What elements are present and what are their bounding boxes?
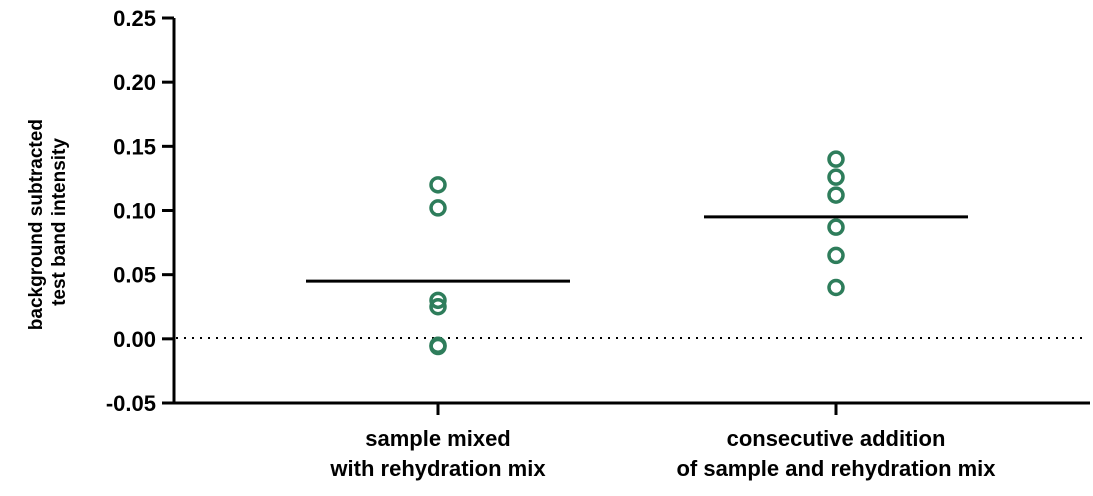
data-points — [429, 150, 845, 356]
data-point — [429, 199, 447, 217]
mean-lines — [306, 215, 968, 283]
category-label-line: sample mixed — [365, 426, 511, 451]
y-tick-label: 0.25 — [113, 6, 156, 31]
category-label: consecutive addition of sample and rehydr… — [676, 426, 996, 481]
data-point — [827, 186, 845, 204]
data-point — [429, 298, 447, 316]
category-label: sample mixed with rehydration mix — [329, 426, 546, 481]
y-tick-label: 0.15 — [113, 134, 156, 159]
category-label-line: of sample and rehydration mix — [676, 456, 996, 481]
data-point — [827, 218, 845, 236]
category-label-line: with rehydration mix — [329, 456, 546, 481]
y-tick-label: -0.05 — [106, 391, 156, 416]
y-axis-title: background subtracted test band intensit… — [26, 114, 70, 330]
y-axis-title-line1: background subtracted — [26, 119, 47, 330]
y-tick-label: 0.00 — [113, 327, 156, 352]
y-tick-label: 0.05 — [113, 263, 156, 288]
data-point — [429, 176, 447, 194]
data-point — [429, 291, 447, 310]
data-point — [827, 150, 845, 168]
data-point — [827, 168, 845, 186]
y-tick-label: 0.20 — [113, 70, 156, 95]
y-tick-label: 0.10 — [113, 199, 156, 224]
x-axis-ticks: sample mixed with rehydration mix consecut… — [329, 403, 996, 481]
data-point — [429, 337, 447, 356]
data-point — [827, 246, 845, 265]
category-label-line: consecutive addition — [727, 426, 946, 451]
y-axis-title-line2: test band intensity — [49, 138, 70, 306]
y-axis-ticks: 0.25 0.20 0.15 0.10 0.05 0.00 -0.05 — [106, 6, 174, 416]
data-point — [827, 278, 845, 297]
